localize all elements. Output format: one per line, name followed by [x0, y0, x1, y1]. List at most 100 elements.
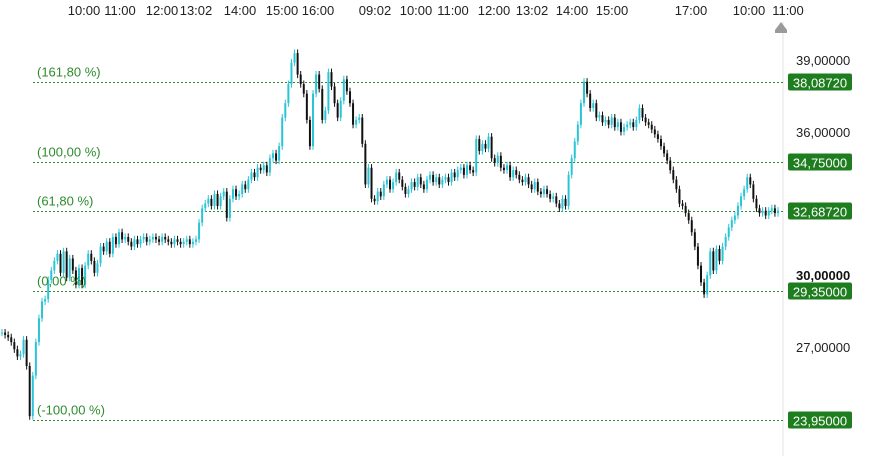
price-candle	[105, 241, 108, 252]
price-candle	[278, 146, 281, 161]
price-candle	[28, 366, 31, 417]
price-candle	[185, 239, 188, 242]
price-candle	[487, 136, 490, 149]
price-candle	[675, 179, 678, 190]
price-candle	[225, 191, 228, 218]
x-tick-label: 14:00	[556, 3, 589, 18]
fib-lines	[33, 82, 783, 421]
price-candle	[81, 268, 84, 285]
price-candle	[777, 210, 779, 214]
y-axis-ticks: 39,00000 36,00000 30,00000 27,00000	[796, 53, 850, 355]
price-candle	[472, 170, 475, 173]
price-candle	[213, 194, 216, 206]
price-candle	[429, 174, 432, 180]
price-candle	[53, 260, 56, 271]
price-candle	[607, 119, 610, 125]
price-candle	[133, 239, 136, 247]
price-candle	[558, 203, 561, 209]
price-candle	[586, 81, 589, 94]
price-candle	[496, 155, 499, 163]
price-candle	[59, 253, 62, 273]
price-candle	[382, 184, 385, 197]
price-candle	[90, 253, 93, 261]
price-candle	[629, 122, 632, 125]
price-candle	[481, 143, 484, 151]
price-candle	[583, 81, 585, 104]
price-candle	[546, 189, 549, 194]
price-candle	[296, 53, 299, 75]
price-candle	[336, 103, 339, 118]
price-candle	[425, 179, 428, 190]
price-candle	[684, 205, 687, 214]
price-candle	[576, 124, 579, 142]
price-candle	[324, 110, 327, 120]
price-candle	[44, 299, 47, 302]
price-candle	[530, 184, 533, 190]
price-candle	[139, 239, 142, 245]
price-candle	[210, 198, 213, 206]
price-candle	[124, 237, 127, 240]
price-candle	[724, 237, 727, 247]
price-candle	[4, 332, 7, 335]
price-candle	[592, 103, 595, 108]
price-candle	[567, 174, 570, 206]
price-candle	[475, 139, 478, 173]
price-candle	[182, 241, 185, 245]
price-candle	[111, 237, 114, 254]
price-candle	[50, 270, 53, 280]
fib-value-badge: 34,75000	[788, 153, 852, 171]
home-arrow-icon[interactable]	[775, 22, 787, 33]
price-candle	[312, 93, 315, 147]
price-candle	[536, 182, 539, 192]
price-candle	[1, 332, 3, 334]
price-candle	[195, 239, 197, 242]
price-candle	[71, 258, 74, 271]
price-candle	[22, 339, 25, 355]
price-candle	[219, 196, 222, 206]
price-candle	[77, 268, 80, 285]
price-candle	[385, 179, 388, 185]
price-candle	[524, 177, 527, 183]
price-candle	[268, 158, 271, 173]
price-candle	[663, 146, 666, 154]
price-candle	[579, 103, 582, 125]
x-tick-label: 10:00	[733, 3, 766, 18]
price-candle	[570, 158, 573, 175]
price-candle	[342, 79, 345, 101]
price-candle	[130, 241, 133, 247]
price-candle	[302, 84, 305, 94]
price-candle	[740, 196, 743, 206]
price-candle	[650, 124, 653, 130]
price-candle	[422, 184, 425, 190]
x-tick-label: 16:00	[302, 3, 335, 18]
price-candle	[327, 72, 330, 111]
price-candle	[19, 354, 22, 357]
price-candle	[102, 246, 105, 252]
price-candle	[188, 239, 191, 245]
y-tick-label: 39,00000	[796, 53, 850, 68]
price-candle	[361, 117, 364, 144]
price-candle	[767, 210, 770, 216]
price-candle	[373, 198, 376, 202]
price-candle	[647, 122, 650, 125]
price-candle	[573, 141, 576, 159]
price-candle	[690, 220, 693, 233]
price-candle	[456, 170, 459, 178]
price-candle	[515, 170, 518, 175]
price-candle	[96, 263, 99, 273]
price-candle	[247, 179, 250, 190]
price-candle	[635, 119, 638, 128]
fib-level-label: (161,80 %)	[37, 65, 101, 80]
price-candle	[521, 179, 524, 183]
price-candle	[392, 182, 395, 190]
price-candle	[238, 194, 241, 197]
fib-level-label: (0,00 %)	[37, 274, 86, 289]
fib-value-badge-text: 29,35000	[793, 285, 847, 300]
price-candle	[330, 72, 333, 87]
x-tick-label: 11:00	[437, 3, 469, 18]
price-candle	[259, 167, 262, 171]
price-candle	[398, 172, 401, 180]
price-candle	[376, 191, 379, 202]
price-candle	[142, 237, 145, 240]
